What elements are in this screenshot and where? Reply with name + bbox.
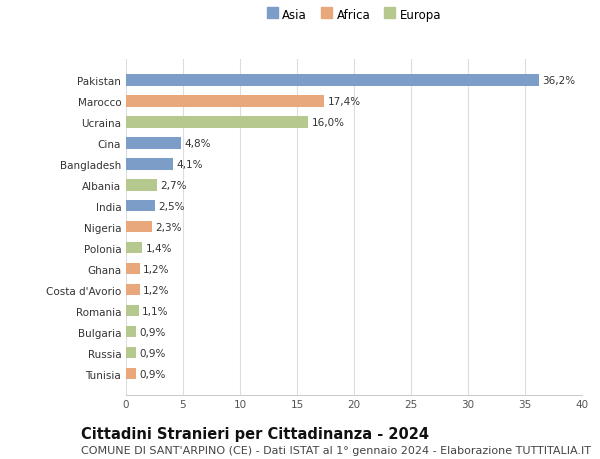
Text: 4,8%: 4,8% <box>184 139 211 148</box>
Text: 1,2%: 1,2% <box>143 264 170 274</box>
Bar <box>126 263 140 275</box>
Bar <box>126 347 136 358</box>
Text: 16,0%: 16,0% <box>312 118 345 128</box>
Bar <box>126 242 142 254</box>
Bar <box>126 159 173 170</box>
Text: 0,9%: 0,9% <box>140 348 166 358</box>
Text: 4,1%: 4,1% <box>176 159 203 169</box>
Bar <box>126 201 155 212</box>
Bar <box>126 96 325 107</box>
Text: 0,9%: 0,9% <box>140 369 166 379</box>
Legend: Asia, Africa, Europa: Asia, Africa, Europa <box>263 5 445 25</box>
Bar <box>126 305 139 317</box>
Text: 0,9%: 0,9% <box>140 327 166 337</box>
Text: 1,1%: 1,1% <box>142 306 169 316</box>
Text: 17,4%: 17,4% <box>328 96 361 106</box>
Bar <box>126 138 181 149</box>
Bar <box>126 368 136 380</box>
Text: COMUNE DI SANT'ARPINO (CE) - Dati ISTAT al 1° gennaio 2024 - Elaborazione TUTTIT: COMUNE DI SANT'ARPINO (CE) - Dati ISTAT … <box>81 445 591 455</box>
Bar <box>126 75 539 86</box>
Text: 1,4%: 1,4% <box>145 243 172 253</box>
Bar <box>126 221 152 233</box>
Text: 1,2%: 1,2% <box>143 285 170 295</box>
Text: 2,3%: 2,3% <box>155 222 182 232</box>
Text: 2,7%: 2,7% <box>160 180 187 190</box>
Text: Cittadini Stranieri per Cittadinanza - 2024: Cittadini Stranieri per Cittadinanza - 2… <box>81 426 429 441</box>
Bar <box>126 179 157 191</box>
Text: 36,2%: 36,2% <box>542 76 575 86</box>
Bar <box>126 117 308 128</box>
Bar <box>126 326 136 338</box>
Text: 2,5%: 2,5% <box>158 202 184 211</box>
Bar <box>126 284 140 296</box>
